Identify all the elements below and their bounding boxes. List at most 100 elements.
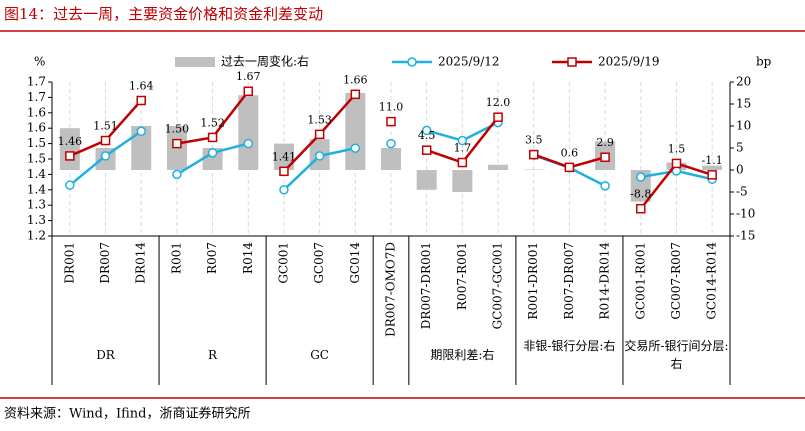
bar xyxy=(702,165,723,170)
marker xyxy=(65,151,75,161)
legend-marker xyxy=(407,57,417,67)
marker xyxy=(136,95,146,106)
marker xyxy=(100,135,111,146)
value-label: 2.9 xyxy=(596,136,614,149)
chart-title: 图14：过去一周，主要资金价格和资金利差变动 xyxy=(4,5,323,23)
legend-label: 2025/9/12 xyxy=(438,55,500,69)
x-tick-label: GC001 xyxy=(276,242,290,284)
bar xyxy=(59,128,80,170)
value-label: 1.7 xyxy=(454,142,472,155)
y-tick-label: 1.7 xyxy=(27,75,46,89)
marker xyxy=(279,166,289,177)
marker xyxy=(136,126,146,137)
group-label: 期限利差:右 xyxy=(430,348,495,362)
y2-tick-label: -10 xyxy=(736,207,755,221)
value-label: 1.46 xyxy=(58,135,83,148)
value-label: 11.0 xyxy=(379,101,404,114)
y-tick-label: 1.4 xyxy=(27,167,46,181)
value-label: 3.5 xyxy=(525,134,543,147)
y2-tick-label: -15 xyxy=(736,229,755,243)
bar xyxy=(238,95,259,170)
y-tick-label: 1.5 xyxy=(27,152,46,166)
value-label: 1.53 xyxy=(307,113,332,126)
bar xyxy=(452,170,473,192)
x-tick-label: R001 xyxy=(169,242,183,274)
marker xyxy=(207,132,218,143)
x-tick-label: GC007-R007 xyxy=(669,242,683,320)
source: 资料来源：Wind，Ifind，浙商证券研究所 xyxy=(4,406,251,422)
legend-marker xyxy=(567,57,577,67)
value-label: 1.64 xyxy=(129,79,154,92)
group-label: 非银-银行分层:右 xyxy=(523,339,616,353)
y2-tick-label: 0 xyxy=(736,163,744,177)
bar xyxy=(202,148,223,170)
x-tick-label: DR007 xyxy=(98,242,112,284)
value-label: 1.52 xyxy=(200,116,225,129)
value-label: 1.5 xyxy=(668,142,686,155)
marker xyxy=(172,169,182,180)
y-tick-label: 1.4 xyxy=(27,182,46,196)
y-tick-label: 1.6 xyxy=(27,105,46,119)
bar xyxy=(416,170,437,190)
marker xyxy=(65,180,75,190)
marker xyxy=(707,170,717,180)
value-label: 12.0 xyxy=(486,96,511,109)
y2-tick-label: 5 xyxy=(736,141,744,155)
x-tick-label: R007-R001 xyxy=(455,242,469,310)
value-label: 1.67 xyxy=(236,70,261,83)
marker xyxy=(564,162,575,173)
y2-tick-label: 20 xyxy=(736,75,751,89)
y-tick-label: 1.2 xyxy=(27,229,46,243)
x-tick-label: GC014-R014 xyxy=(705,242,719,320)
marker xyxy=(314,151,325,161)
marker xyxy=(243,86,254,96)
y2-tick-label: 15 xyxy=(736,97,751,111)
marker xyxy=(600,181,610,191)
y-tick-label: 1.3 xyxy=(27,198,46,212)
group-label: R xyxy=(208,348,218,362)
value-label: 1.51 xyxy=(93,120,118,133)
legend-swatch xyxy=(175,57,215,67)
y-tick-label: 1.5 xyxy=(27,136,46,150)
value-label: 0.6 xyxy=(561,146,579,159)
x-tick-label: DR007-OMO7D xyxy=(384,242,398,337)
marker xyxy=(493,112,503,122)
x-tick-label: R007 xyxy=(205,242,219,274)
bar xyxy=(131,126,152,170)
marker xyxy=(100,151,111,161)
bar xyxy=(273,143,294,170)
marker xyxy=(636,172,646,182)
marker xyxy=(600,152,610,162)
x-tick-label: GC007-GC001 xyxy=(491,242,505,329)
value-label: -8.8 xyxy=(630,188,651,201)
x-tick-label: GC007 xyxy=(312,242,326,284)
marker xyxy=(314,129,325,140)
legend-label: 过去一周变化:右 xyxy=(221,54,309,69)
marker xyxy=(279,185,289,195)
group-label: DR xyxy=(96,348,115,362)
x-tick-label: DR007-DR001 xyxy=(419,242,433,329)
x-tick-label: R001-DR001 xyxy=(526,242,540,320)
bar xyxy=(630,170,651,202)
marker xyxy=(243,138,254,149)
x-tick-label: DR014 xyxy=(134,242,148,284)
x-tick-label: R007-DR007 xyxy=(562,242,576,320)
x-tick-label: R014-DR014 xyxy=(598,242,612,320)
marker xyxy=(528,149,539,160)
value-label: 4.5 xyxy=(418,129,436,142)
marker xyxy=(386,116,396,127)
marker xyxy=(172,138,182,149)
marker xyxy=(350,89,361,100)
marker xyxy=(421,125,432,136)
marker xyxy=(671,158,682,169)
y2-tick-label: -5 xyxy=(736,185,748,199)
bar xyxy=(345,93,366,170)
group-label: GC xyxy=(310,348,329,362)
bar xyxy=(488,164,509,170)
marker xyxy=(421,145,432,155)
marker xyxy=(636,203,646,214)
value-label: -1.1 xyxy=(702,154,723,167)
bar xyxy=(381,148,401,170)
